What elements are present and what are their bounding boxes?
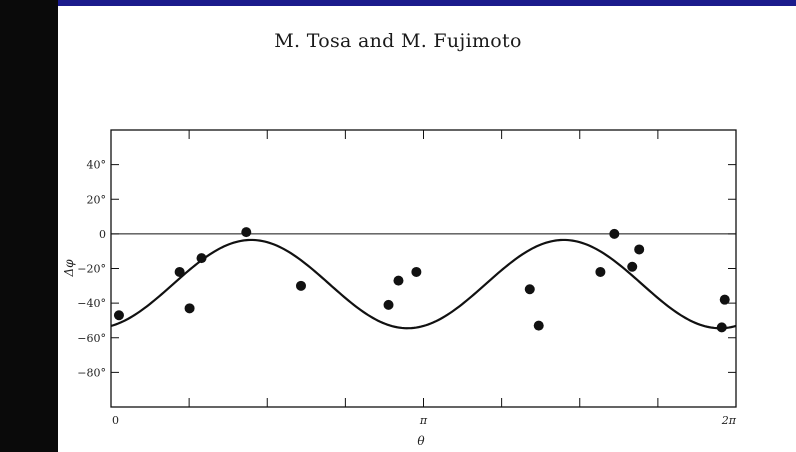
data-point xyxy=(609,228,620,239)
data-point xyxy=(241,227,252,238)
y-tick-label: −40° xyxy=(77,297,106,310)
data-point xyxy=(716,322,727,333)
paper-sheet xyxy=(58,6,796,452)
data-point xyxy=(113,310,124,321)
y-tick-label: 0 xyxy=(99,228,106,241)
y-tick-label: −80° xyxy=(77,366,106,379)
data-point xyxy=(295,280,306,291)
data-points-layer xyxy=(113,227,730,333)
fit-curve xyxy=(110,238,737,330)
y-tick-label: −60° xyxy=(77,332,106,345)
data-point xyxy=(524,284,535,295)
x-axis-label: θ xyxy=(417,434,425,448)
plot-frame xyxy=(110,129,737,408)
y-tick-label: −20° xyxy=(77,263,106,276)
x-tick-label: 0 xyxy=(112,414,119,427)
page-header-authors: M. Tosa and M. Fujimoto xyxy=(274,30,522,52)
data-point xyxy=(627,261,638,272)
tick-labels-layer: 40° 20° 0 −20° −40° −60° −80° 0 π 2π xyxy=(77,159,736,427)
data-point xyxy=(393,275,404,286)
data-point xyxy=(184,303,195,314)
left-margin-bar xyxy=(0,0,58,452)
data-point xyxy=(634,244,645,255)
data-point xyxy=(719,294,730,305)
data-point xyxy=(383,299,394,310)
x-tick-label: 2π xyxy=(721,414,737,427)
y-tick-label: 40° xyxy=(87,159,107,172)
fit-curve-layer xyxy=(110,238,737,330)
x-tick-label: π xyxy=(419,414,428,427)
window-top-bar xyxy=(0,0,796,6)
data-point xyxy=(174,266,185,277)
data-point xyxy=(533,320,544,331)
data-point xyxy=(411,266,422,277)
y-tick-label: 20° xyxy=(87,193,107,206)
y-axis-label: Δφ xyxy=(62,259,76,278)
data-point xyxy=(196,253,207,264)
data-point xyxy=(595,266,606,277)
axis-ticks-layer xyxy=(111,130,736,407)
